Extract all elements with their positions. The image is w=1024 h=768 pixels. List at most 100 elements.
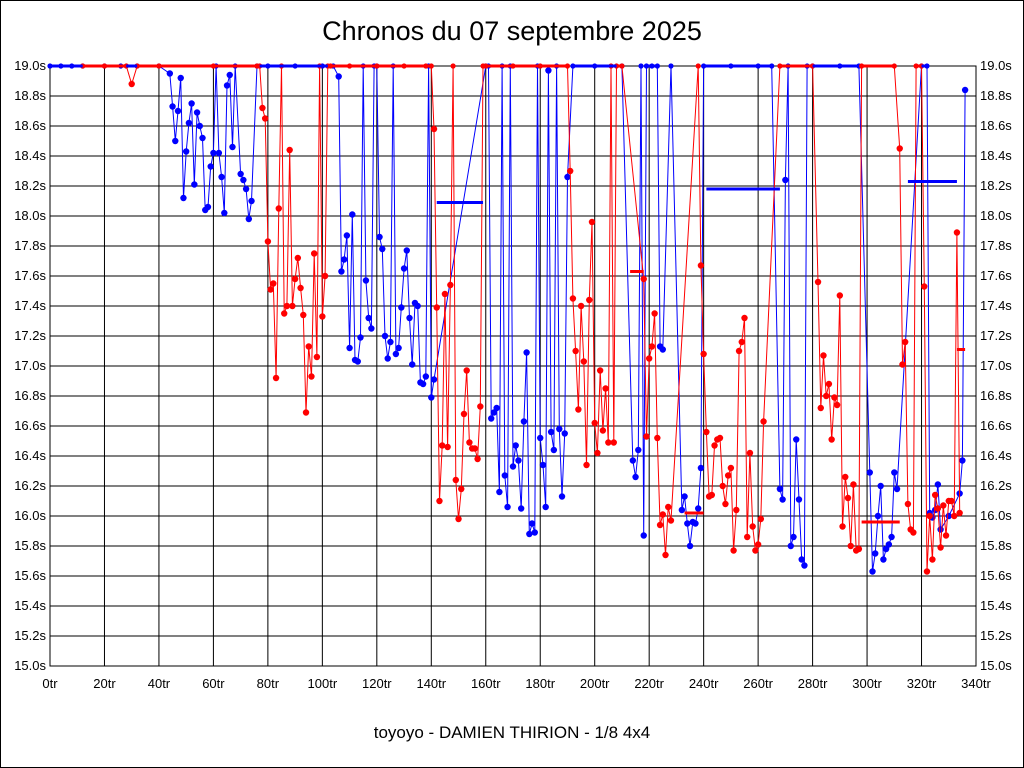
data-point-blue (512, 442, 519, 449)
data-point-red (648, 343, 656, 350)
data-point-blue (422, 373, 430, 380)
data-point-blue (545, 67, 552, 74)
data-point-red (640, 275, 647, 283)
data-point-red (441, 290, 449, 298)
data-point-red (588, 218, 596, 226)
data-point-blue (240, 176, 247, 184)
y-tick-label-right: 17.0s (980, 358, 1012, 373)
y-tick-label-left: 18.4s (14, 148, 46, 163)
data-point-red (458, 485, 465, 493)
data-point-blue (959, 457, 966, 464)
data-point-blue (400, 265, 408, 272)
data-point-blue (961, 86, 969, 94)
x-tick-label: 280tr (798, 676, 828, 691)
x-tick-label: 60tr (202, 676, 225, 691)
data-point-blue (182, 148, 190, 155)
data-point-blue (776, 485, 784, 493)
data-point-red (605, 439, 612, 446)
data-point-red (744, 533, 751, 541)
y-tick-label-right: 16.0s (980, 508, 1012, 523)
data-point-red (814, 278, 822, 286)
data-point-blue (787, 542, 794, 550)
data-point-red (921, 283, 928, 290)
data-point-red (436, 497, 443, 505)
y-tick-label-left: 17.0s (14, 358, 46, 373)
data-point-blue (539, 461, 547, 469)
data-point-red (752, 547, 759, 554)
data-point-red (825, 380, 833, 388)
data-point-blue (406, 314, 413, 322)
data-point-blue (172, 137, 179, 145)
data-point-blue (185, 119, 193, 127)
data-point-red (583, 461, 590, 469)
data-point-red (833, 401, 841, 409)
data-point-blue (795, 496, 803, 503)
y-tick-label-right: 16.4s (980, 448, 1012, 463)
y-tick-label-right: 16.6s (980, 418, 1012, 433)
data-point-blue (515, 457, 522, 464)
data-point-blue (793, 436, 800, 443)
data-point-red (654, 434, 661, 442)
data-point-blue (340, 256, 348, 263)
data-point-blue (640, 532, 647, 539)
y-tick-label-right: 15.2s (980, 628, 1012, 643)
y-tick-label-left: 15.2s (14, 628, 46, 643)
y-tick-label-left: 18.2s (14, 178, 46, 193)
data-point-red (842, 473, 849, 481)
data-point-blue (531, 529, 538, 536)
y-tick-label-right: 17.6s (980, 268, 1012, 283)
x-tick-label: 20tr (93, 676, 116, 691)
data-point-red (910, 529, 917, 536)
data-point-blue (428, 394, 435, 401)
data-point-blue (368, 325, 375, 332)
data-point-blue (384, 355, 391, 362)
data-point-blue (188, 100, 195, 107)
y-tick-label-left: 16.0s (14, 508, 46, 523)
data-point-red (708, 491, 716, 499)
data-point-red (847, 542, 854, 550)
data-point-blue (632, 473, 639, 481)
data-point-blue (681, 493, 688, 500)
data-point-red (896, 145, 903, 152)
data-point-blue (245, 215, 253, 223)
x-tick-label: 180tr (525, 676, 555, 691)
data-point-red (722, 500, 729, 508)
data-point-red (951, 512, 958, 520)
data-point-blue (945, 512, 952, 520)
data-point-blue (695, 505, 702, 512)
data-point-blue (403, 247, 410, 254)
data-point-blue (218, 173, 225, 181)
y-tick-label-left: 17.6s (14, 268, 46, 283)
data-point-blue (877, 482, 884, 490)
data-point-blue (362, 277, 370, 284)
y-tick-label-right: 17.4s (980, 298, 1012, 313)
series-line-red (82, 65, 961, 572)
data-point-red (575, 406, 582, 413)
data-point-red (460, 410, 468, 418)
data-point-red (697, 262, 705, 269)
data-point-red (455, 515, 462, 523)
data-point-blue (558, 493, 566, 500)
data-point-blue (223, 82, 231, 89)
data-point-red (899, 361, 906, 368)
data-point-red (659, 511, 666, 518)
data-point-red (643, 433, 650, 440)
data-point-blue (381, 332, 389, 340)
data-point-red (463, 367, 470, 374)
y-tick-label-left: 16.4s (14, 448, 46, 463)
data-point-red (594, 449, 601, 457)
data-point-blue (169, 103, 176, 110)
data-point-blue (392, 350, 400, 358)
data-point-red (305, 343, 312, 350)
data-point-blue (880, 556, 887, 563)
data-point-red (267, 286, 274, 293)
data-point-red (828, 436, 835, 443)
data-point-red (577, 302, 585, 310)
data-point-blue (229, 143, 236, 151)
y-tick-label-left: 15.4s (14, 598, 46, 613)
data-point-blue (684, 520, 691, 527)
data-point-blue (204, 203, 212, 211)
data-point-blue (207, 163, 214, 170)
data-point-red (746, 449, 754, 457)
